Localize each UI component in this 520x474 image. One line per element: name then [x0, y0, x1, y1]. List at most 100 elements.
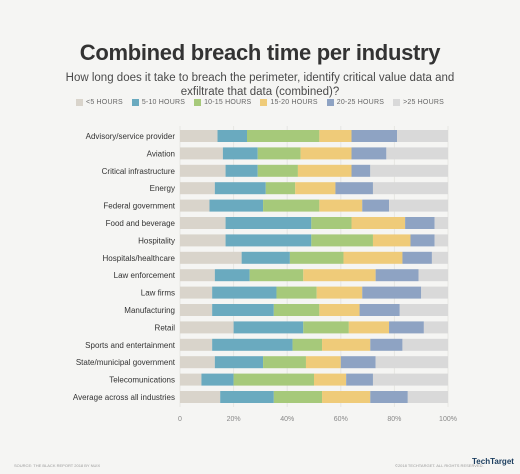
bar-segment [319, 130, 352, 142]
bar-segment [180, 182, 215, 195]
bar-segment [372, 182, 448, 195]
bar-segment [348, 321, 390, 334]
category-label: Law firms [141, 289, 175, 298]
bar-segment [180, 234, 226, 247]
bar-segment [220, 391, 274, 403]
bar-segment [322, 338, 371, 351]
bar-segment [180, 130, 218, 142]
bar-segment [434, 217, 448, 229]
chart-legend: <5 HOURS 5-10 HOURS 10-15 HOURS 15-20 HOURS… [0, 99, 520, 106]
category-label: Energy [150, 184, 175, 193]
category-label: Food and beverage [106, 219, 176, 228]
legend-label: 20-25 HOURS [336, 99, 385, 106]
bar-segment [263, 199, 320, 212]
bar-segment [305, 356, 341, 369]
bar-segment [233, 373, 314, 386]
bar-segment [359, 304, 400, 316]
bar-segment [212, 286, 277, 299]
legend-item: <5 HOURS [76, 99, 123, 106]
category-label: State/municipal government [76, 358, 176, 367]
bar-segment [297, 164, 352, 177]
x-tick-label: 0 [178, 416, 182, 423]
bar-segment [362, 199, 390, 212]
legend-item: 15-20 HOURS [260, 99, 318, 106]
bar-segment [273, 304, 320, 316]
bar-segment [276, 286, 317, 299]
bar-segment [410, 234, 435, 247]
bar-segment [372, 234, 411, 247]
bar-segment [303, 321, 349, 334]
bar-segment [370, 391, 408, 403]
legend-swatch [76, 99, 84, 106]
copyright-note: ©2018 TECHTARGET. ALL RIGHTS RESERVED. [395, 463, 484, 468]
bar-segment [233, 321, 304, 334]
bar-segment [351, 130, 398, 142]
category-label: Aviation [147, 149, 175, 158]
bar-segment [362, 286, 422, 299]
legend-label: <5 HOURS [86, 99, 123, 106]
bar-segment [423, 321, 448, 334]
category-label: Telecomunications [109, 376, 175, 385]
legend-label: 10-15 HOURS [204, 99, 252, 106]
bar-segment [180, 251, 242, 264]
bar-segment [397, 130, 448, 142]
bar-segment [389, 199, 448, 212]
bar-segment [217, 130, 247, 142]
bar-segment [431, 251, 448, 264]
legend-swatch [131, 99, 139, 106]
source-note: SOURCE: THE BLACK REPORT 2018 BY NUIX [14, 463, 101, 468]
category-label: Hospitals/healthcare [103, 254, 176, 263]
category-label: Sports and entertainment [85, 341, 176, 350]
bar-segment [389, 321, 424, 334]
bar-segment [180, 321, 234, 334]
bar-segment [180, 286, 213, 299]
bar-segment [322, 391, 371, 403]
bar-segment [421, 286, 448, 299]
bar-segment [343, 251, 403, 264]
bar-segment [319, 304, 360, 316]
bar-segment [300, 147, 352, 160]
bar-segment [405, 217, 435, 229]
chart-title: Combined breach time per industry [79, 40, 441, 65]
category-label: Advisory/service provider [86, 132, 176, 141]
category-label: Average across all industries [73, 393, 175, 402]
legend-label: >25 HOURS [403, 99, 444, 106]
legend-item: >25 HOURS [393, 99, 444, 106]
bar-segment [375, 356, 448, 369]
bar-segment [434, 234, 448, 247]
bar-segment [180, 269, 215, 282]
techtarget-logo: TechTarget [472, 457, 514, 466]
bar-segment [351, 164, 371, 177]
legend-swatch [393, 99, 401, 106]
bar-segment [201, 373, 234, 386]
bar-segment [180, 164, 226, 177]
legend-item: 10-15 HOURS [194, 99, 251, 106]
bar-segment [407, 391, 448, 403]
legend-swatch [194, 99, 202, 106]
legend-label: 15-20 HOURS [270, 99, 318, 106]
bar-segment [247, 130, 320, 142]
bar-segment [222, 147, 258, 160]
bar-segment [402, 338, 448, 351]
bar-segment [214, 182, 266, 195]
x-tick-label: 40% [280, 416, 294, 423]
bar-segment [180, 373, 202, 386]
bar-segment [225, 217, 312, 229]
bar-segment [225, 164, 258, 177]
category-label: Critical infrastructure [102, 167, 176, 176]
bar-segment [180, 304, 213, 316]
bar-segment [402, 251, 432, 264]
bar-segment [180, 199, 210, 212]
category-label: Manufacturing [124, 306, 175, 315]
x-tick-label: 100% [439, 416, 457, 423]
bar-segment [257, 147, 301, 160]
bar-segment [273, 391, 323, 403]
bar-segment [180, 338, 213, 351]
bar-segment [225, 234, 312, 247]
bar-segment [314, 373, 347, 386]
bar-segment [249, 269, 304, 282]
x-tick-label: 80% [387, 416, 401, 423]
bar-segment [418, 269, 448, 282]
bar-segment [295, 182, 336, 195]
bar-segment [319, 199, 363, 212]
